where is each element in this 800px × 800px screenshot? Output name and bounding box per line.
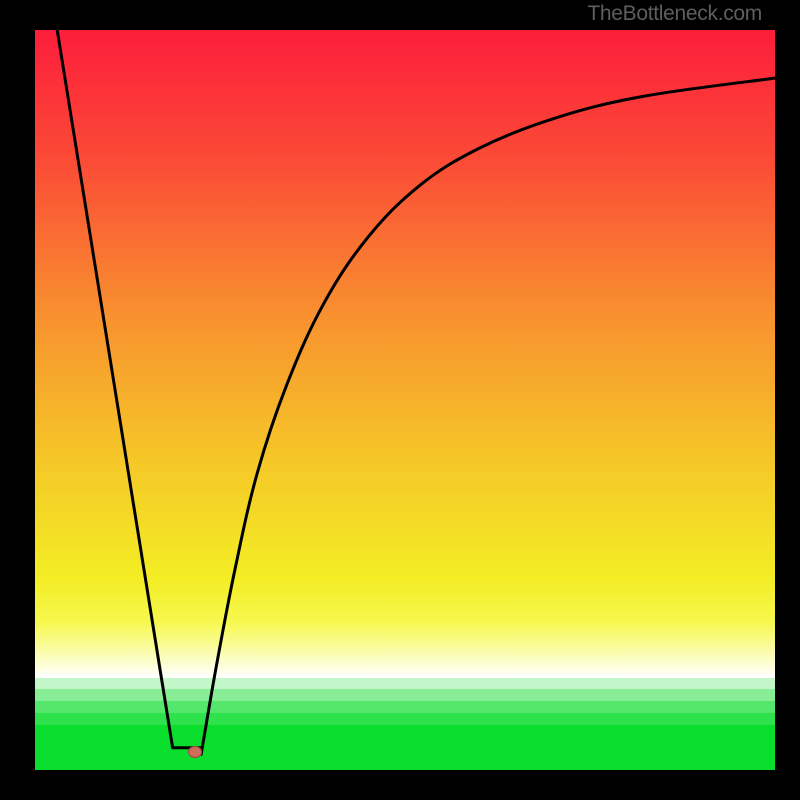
chart-curve-layer bbox=[35, 30, 775, 770]
watermark-text: TheBottleneck.com bbox=[587, 2, 762, 26]
bottleneck-curve bbox=[57, 30, 775, 754]
plot-area bbox=[35, 30, 775, 770]
minimum-marker bbox=[188, 746, 202, 758]
